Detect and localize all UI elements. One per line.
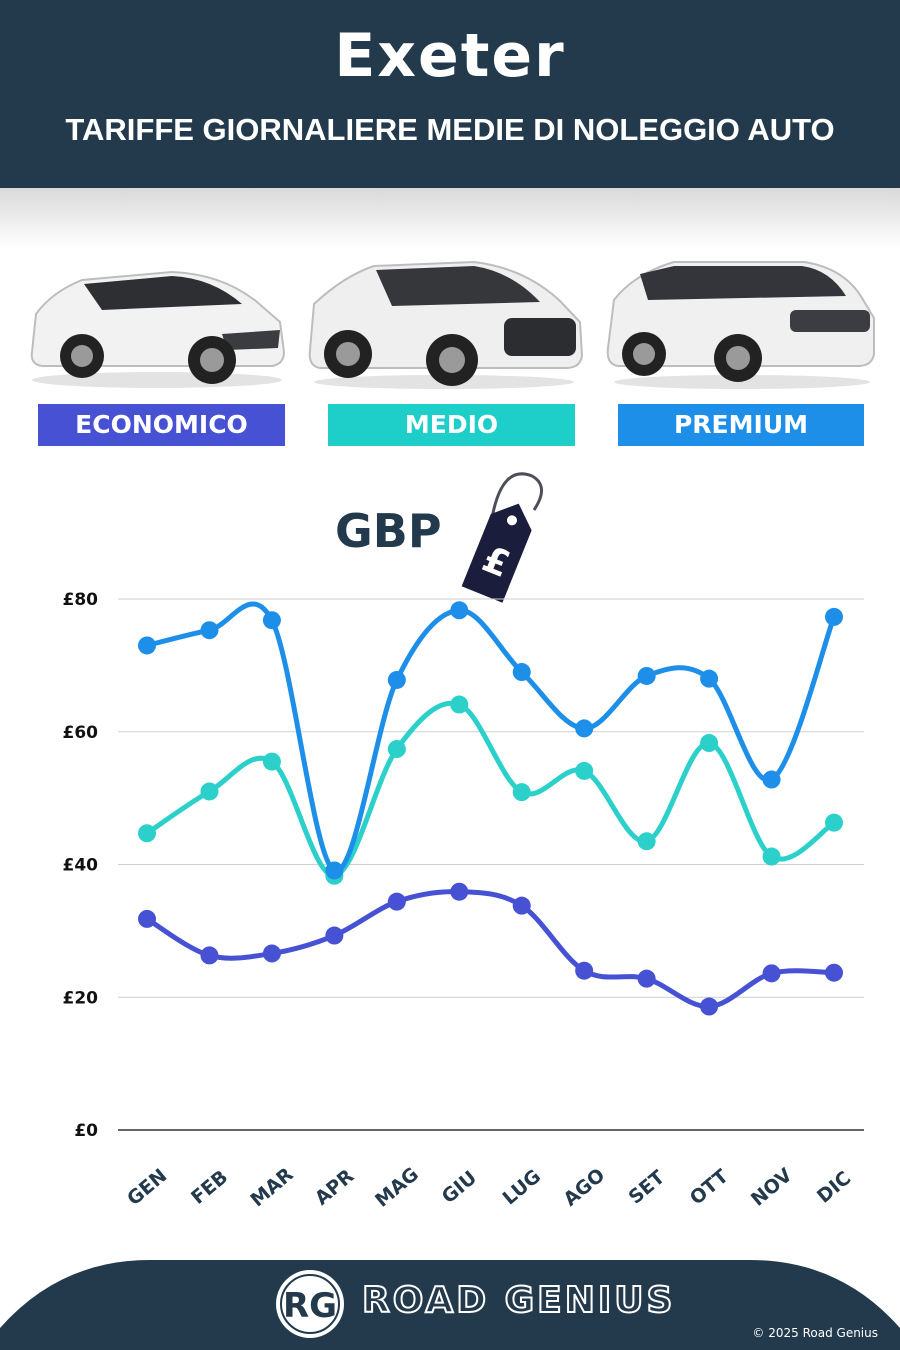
chart-gridlines — [118, 598, 864, 1131]
x-tick-label: AGO — [559, 1164, 609, 1211]
data-point — [450, 695, 469, 714]
currency-label: GBP — [335, 504, 442, 558]
chart-series — [138, 601, 843, 1016]
x-tick-label: APR — [311, 1165, 359, 1210]
data-point — [450, 882, 469, 901]
data-point — [762, 964, 781, 983]
data-point — [512, 896, 531, 915]
data-point — [387, 670, 406, 689]
header: Exeter TARIFFE GIORNALIERE MEDIE DI NOLE… — [0, 0, 900, 188]
category-badge-economico: ECONOMICO — [38, 404, 285, 446]
data-point — [450, 601, 469, 620]
economy-car-icon — [30, 270, 286, 388]
line-chart: £0 £20 £40 £60 £80 GEN FEB MAR APR MAG GIU LUG AGO S… — [63, 590, 864, 1212]
x-tick-label: GEN — [123, 1165, 171, 1210]
data-point — [637, 832, 656, 851]
x-tick-label: LUG — [499, 1165, 546, 1209]
copyright: © 2025 Road Genius — [752, 1326, 878, 1340]
data-point — [637, 666, 656, 685]
logo-initials: RG — [283, 1286, 337, 1326]
data-point — [325, 861, 344, 880]
data-point — [512, 663, 531, 682]
data-point — [762, 847, 781, 866]
data-point — [825, 813, 843, 832]
x-tick-label: NOV — [747, 1164, 797, 1211]
y-tick-label: £40 — [63, 856, 99, 876]
category-badge-premium: PREMIUM — [618, 404, 864, 446]
x-tick-label: SET — [625, 1166, 670, 1208]
y-axis-labels: £0 £20 £40 £60 £80 — [63, 590, 99, 1141]
data-point — [575, 961, 594, 980]
data-point — [200, 946, 219, 965]
page-subtitle: TARIFFE GIORNALIERE MEDIE DI NOLEGGIO AU… — [65, 112, 835, 147]
data-point — [262, 944, 281, 963]
footer: RG — [0, 1260, 900, 1350]
series-line — [144, 700, 837, 879]
data-point — [138, 636, 156, 655]
data-point — [387, 740, 406, 759]
data-point — [512, 783, 531, 802]
data-point — [825, 607, 843, 626]
y-tick-label: £20 — [63, 988, 99, 1008]
y-tick-label: £60 — [63, 723, 99, 743]
data-point — [575, 761, 594, 780]
y-tick-label: £80 — [63, 590, 99, 610]
data-point — [262, 611, 281, 630]
data-point — [262, 752, 281, 771]
data-point — [200, 782, 219, 801]
premium-suv-icon — [606, 261, 875, 389]
x-tick-label: OTT — [686, 1165, 733, 1209]
page-title: Exeter — [334, 21, 566, 91]
x-tick-label: DIC — [813, 1167, 855, 1208]
data-point — [575, 719, 594, 738]
data-point — [138, 824, 156, 843]
data-point — [387, 892, 406, 911]
series-line — [144, 601, 837, 874]
series-premium — [138, 601, 843, 880]
data-point — [138, 909, 156, 928]
data-point — [825, 963, 843, 982]
x-tick-label: FEB — [187, 1166, 232, 1209]
series-medio — [138, 695, 843, 885]
data-point — [700, 734, 719, 753]
y-tick-label: £0 — [74, 1121, 98, 1141]
series-economico — [138, 882, 843, 1016]
midsize-suv-icon — [308, 260, 584, 389]
data-point — [637, 969, 656, 988]
data-point — [700, 997, 719, 1016]
price-tag-icon: £ — [461, 472, 543, 603]
data-point — [325, 926, 344, 945]
x-tick-label: MAR — [247, 1163, 298, 1211]
category-badge-medio: MEDIO — [328, 404, 575, 446]
logo-badge — [276, 1270, 344, 1338]
x-axis-labels: GEN FEB MAR APR MAG GIU LUG AGO SET OTT NOV DIC — [123, 1163, 855, 1211]
x-tick-label: MAG — [371, 1163, 423, 1211]
data-point — [762, 770, 781, 789]
header-shadow — [0, 188, 900, 248]
x-tick-label: GIU — [438, 1167, 481, 1208]
data-point — [200, 621, 219, 640]
brand-name: ROAD GENIUS — [361, 1280, 676, 1321]
series-line — [144, 889, 837, 1010]
data-point — [700, 669, 719, 688]
